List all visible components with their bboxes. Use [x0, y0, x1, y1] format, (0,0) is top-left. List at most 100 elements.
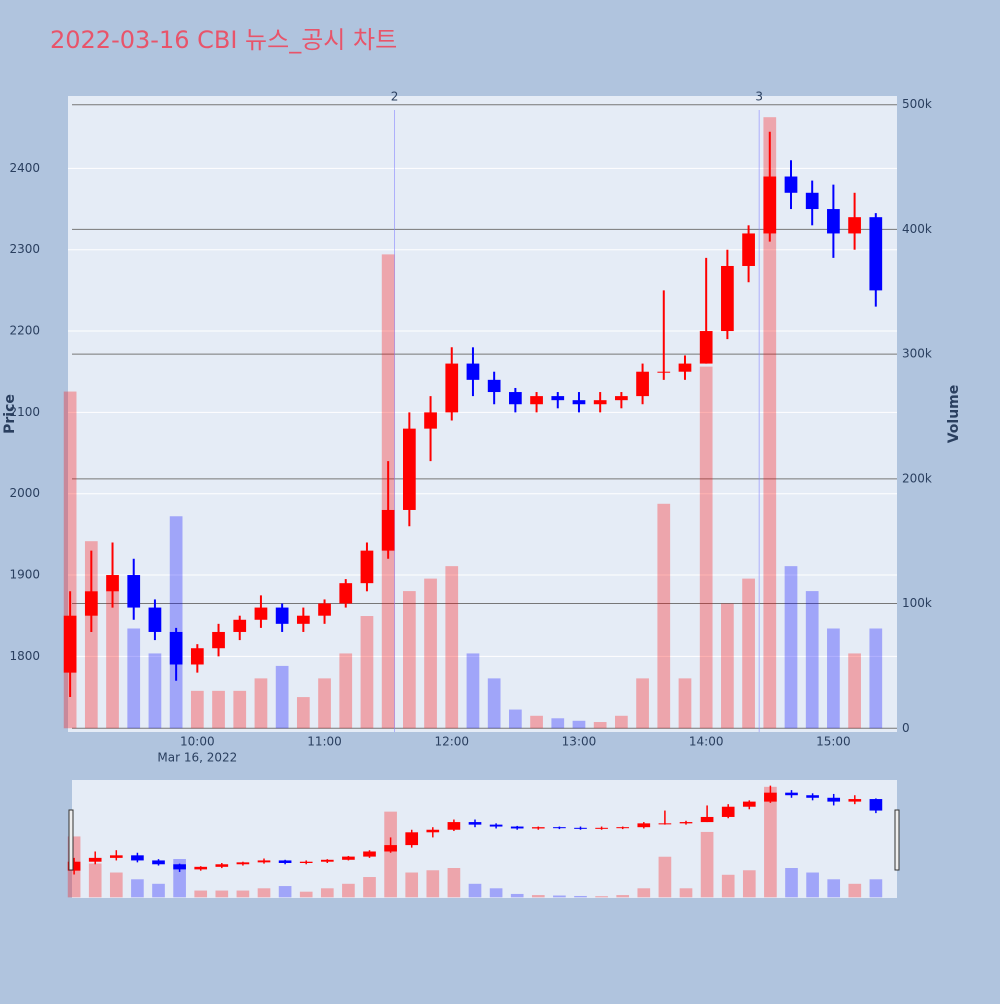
- volume-bar: [254, 678, 268, 729]
- volume-bar: [339, 653, 353, 729]
- candle-body: [233, 619, 247, 632]
- candle-body: [805, 192, 819, 210]
- candle-body: [381, 509, 395, 551]
- volume-bar: [615, 715, 628, 729]
- y-tick-label: 2000: [9, 486, 40, 500]
- range-handle-right[interactable]: [894, 809, 900, 871]
- mini-volume-bar: [806, 872, 819, 898]
- y2-tick-label: 400k: [902, 222, 932, 236]
- mini-volume-bar: [447, 868, 461, 898]
- mini-volume-bar: [553, 895, 566, 898]
- candle-body: [721, 265, 734, 332]
- mini-volume-bar: [700, 831, 714, 898]
- volume-bar: [275, 665, 289, 729]
- mini-candle-body: [742, 801, 756, 807]
- candle-body: [190, 648, 204, 665]
- y2-tick-label: 500k: [902, 97, 932, 111]
- mini-candle-body: [637, 823, 651, 828]
- volume-bar: [127, 628, 141, 729]
- volume-bar: [169, 516, 183, 729]
- y-axis-title: Price: [2, 394, 18, 434]
- volume-bar: [424, 578, 437, 729]
- mini-candle-body: [131, 855, 144, 861]
- mini-volume-bar: [363, 877, 376, 898]
- mini-volume-bar: [278, 886, 292, 898]
- volume-bar: [509, 709, 522, 729]
- candle-body: [360, 550, 374, 584]
- x-tick-label: 11:00: [307, 735, 342, 749]
- mini-candle-body: [384, 845, 397, 852]
- candle-body: [869, 217, 883, 291]
- mini-volume-bar: [764, 786, 777, 898]
- candle-body: [339, 583, 353, 604]
- mini-volume-bar: [869, 879, 883, 898]
- mini-candle-body: [764, 792, 777, 802]
- mini-candle-body: [869, 799, 883, 811]
- candle-body: [275, 607, 289, 624]
- x-tick-label: 15:00: [816, 735, 851, 749]
- candle-body: [763, 176, 777, 234]
- volume-bar: [636, 678, 649, 729]
- mini-candle-body: [88, 857, 102, 862]
- candle-body: [296, 615, 310, 624]
- x-tick-label: 12:00: [434, 735, 469, 749]
- candle-body: [593, 400, 607, 405]
- mini-candle-body: [658, 823, 672, 825]
- volume-bar: [805, 591, 819, 729]
- range-slider[interactable]: [72, 780, 897, 898]
- volume-bar: [869, 628, 883, 729]
- candle-body: [699, 331, 713, 364]
- x-tick-label: 10:00: [180, 735, 215, 749]
- candle-body: [572, 400, 586, 405]
- annotation-label: 3: [755, 90, 763, 104]
- annotation-label: 2: [391, 90, 399, 104]
- volume-bar: [445, 566, 459, 729]
- volume-bar: [84, 541, 98, 729]
- mini-volume-bar: [109, 872, 123, 898]
- volume-bar: [212, 690, 225, 729]
- volume-bar: [530, 715, 543, 729]
- mini-candle-body: [595, 827, 608, 829]
- mini-volume-bar: [405, 872, 419, 898]
- mini-candle-body: [363, 851, 376, 857]
- mini-volume-bar: [88, 863, 102, 898]
- mini-volume-bar: [342, 883, 355, 898]
- volume-bar: [657, 503, 671, 729]
- volume-bar: [572, 720, 586, 729]
- candle-body: [254, 607, 268, 620]
- y-tick-label: 1900: [9, 568, 40, 582]
- candle-body: [466, 363, 480, 380]
- mini-candle-body: [109, 855, 123, 858]
- volume-bar: [721, 603, 734, 729]
- mini-volume-bar: [510, 893, 524, 898]
- mini-volume-bar: [742, 870, 756, 898]
- chart-title: 2022-03-16 CBI 뉴스_공시 차트: [50, 26, 397, 54]
- volume-bar: [233, 690, 247, 729]
- volume-bar: [296, 697, 310, 729]
- candle-body: [848, 217, 861, 234]
- candle-body: [127, 575, 141, 608]
- mini-candle-body: [468, 822, 482, 825]
- y-tick-label: 2400: [9, 161, 40, 175]
- volume-bar: [360, 616, 374, 729]
- mini-candle-body: [67, 861, 81, 871]
- volume-bar: [699, 366, 713, 729]
- candle-body: [636, 371, 649, 397]
- mini-volume-bar: [384, 811, 397, 898]
- x-tick-label: 13:00: [562, 735, 597, 749]
- volume-bar: [678, 678, 692, 729]
- candle-body: [63, 615, 77, 673]
- candle-body: [445, 363, 459, 413]
- mini-candle-body: [806, 795, 819, 798]
- mini-volume-bar: [131, 879, 144, 898]
- range-handle-left[interactable]: [68, 809, 74, 871]
- candle-body: [657, 371, 671, 373]
- mini-candle-body: [194, 866, 208, 870]
- candle-body: [318, 603, 331, 616]
- candle-body: [509, 392, 522, 405]
- mini-candle-body: [447, 822, 461, 830]
- mini-volume-bar: [426, 870, 440, 898]
- volume-bar: [784, 566, 798, 729]
- mini-candle-body: [426, 829, 440, 833]
